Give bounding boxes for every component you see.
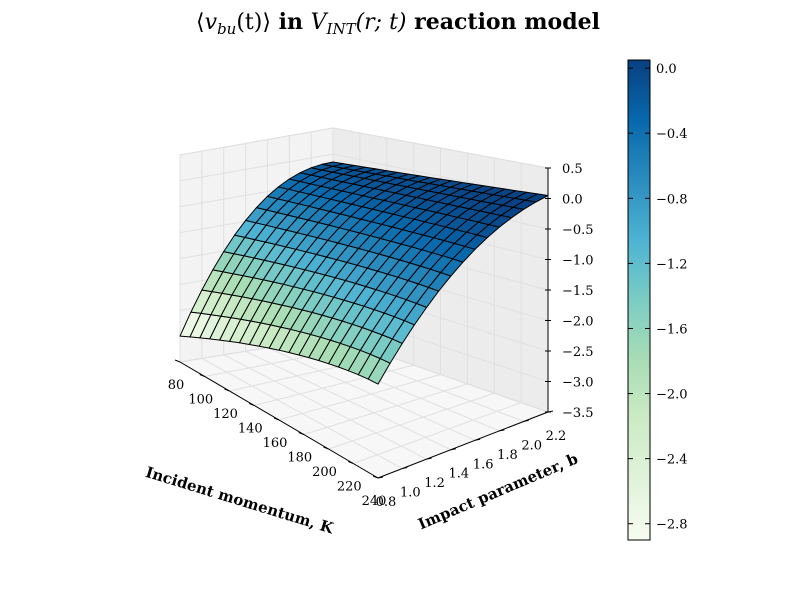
- floor-gridline-x: [254, 364, 414, 406]
- y-axis-line: [377, 411, 549, 479]
- floor-gridline-x: [328, 392, 495, 450]
- x-tick-label: 80: [168, 378, 185, 393]
- colorbar-tick-label: −2.8: [656, 518, 688, 533]
- colorbar-ticks: 0.0 −0.4 −0.8 −1.2 −1.6 −2.0 −2.4 −2.8: [628, 62, 688, 533]
- x-tick-mark: [298, 432, 304, 435]
- x-tick-mark: [273, 417, 280, 421]
- y-tick-label: 1.6: [473, 457, 494, 472]
- title-in: in: [271, 9, 311, 35]
- x-tick-label: 180: [287, 451, 312, 466]
- x-tick-label: 240: [362, 494, 387, 509]
- x-tick-mark: [323, 446, 329, 450]
- x-tick-mark: [372, 475, 379, 479]
- x-tick-mark: [174, 359, 181, 363]
- title-close-bracket: ⟩: [262, 10, 271, 35]
- title-v: v: [205, 10, 218, 35]
- z-axis-ticks: 0.5 0.0 −0.5 −1.0 −1.5 −2.0 −2.5 −3.0 −3.5: [545, 162, 594, 421]
- z-tick-label: 0.0: [562, 193, 583, 208]
- y-tick-mark: [475, 438, 481, 441]
- y-tick-label: 1.8: [497, 448, 518, 463]
- title-arg: (t): [236, 10, 262, 35]
- floor-gridline-y: [245, 350, 452, 451]
- y-tick-mark: [499, 429, 505, 432]
- y-tick-label: 1.4: [449, 467, 470, 482]
- title-tail: reaction model: [407, 9, 600, 35]
- y-tick-mark: [426, 457, 432, 460]
- chart-title: ⟨vbu(t)⟩ in VINT(r; t) reaction model: [196, 9, 600, 38]
- z-tick-label: 0.5: [562, 162, 583, 177]
- y-tick-label: 2.2: [546, 429, 567, 444]
- floor-gridline-x: [353, 402, 522, 464]
- y-tick-mark: [450, 448, 456, 451]
- x-tick-label: 100: [188, 393, 213, 408]
- x-axis-label: Incident momentum, K: [143, 463, 336, 538]
- colorbar-tick-label: 0.0: [656, 62, 677, 77]
- surface-mesh: [179, 161, 549, 385]
- y-tick-mark: [377, 476, 384, 479]
- x-tick-label: 200: [312, 465, 337, 480]
- y-axis-ticks: 0.81.01.2 1.41.61.82.0 2.2: [376, 410, 567, 510]
- title-V-sub: INT: [326, 20, 357, 38]
- y-tick-label: 1.0: [400, 486, 421, 501]
- floor-gridline-y: [267, 347, 476, 441]
- surface-patch: [321, 161, 345, 167]
- back-gridline-z: [332, 127, 549, 169]
- x-tick-label: 120: [213, 407, 238, 422]
- y-tick-label: 1.2: [424, 476, 445, 491]
- y-tick-label: 2.0: [521, 438, 542, 453]
- x-tick-mark: [249, 403, 255, 406]
- z-tick-label: −2.0: [562, 315, 594, 330]
- y-tick-label: 0.8: [376, 495, 397, 510]
- colorbar-tick-label: −2.0: [656, 388, 688, 403]
- colorbar-gradient: [627, 59, 651, 541]
- x-tick-label: 160: [263, 436, 288, 451]
- x-tick-label: 140: [238, 422, 263, 437]
- title-v-sub: bu: [217, 20, 236, 38]
- colorbar-tick-label: −1.2: [656, 257, 688, 272]
- z-tick-label: −3.0: [562, 376, 594, 391]
- colorbar-tick-label: −0.8: [656, 192, 688, 207]
- floor-gridline-y: [223, 354, 427, 460]
- colorbar-tick-label: −2.4: [656, 453, 688, 468]
- colorbar-tick-label: −1.6: [656, 322, 688, 337]
- x-tick-mark: [224, 388, 230, 392]
- x-tick-label: 220: [337, 480, 362, 495]
- title-V-arg: (r; t): [356, 10, 407, 35]
- floor-gridline-y: [201, 357, 403, 470]
- title-V: V: [311, 10, 329, 35]
- y-tick-mark: [402, 467, 408, 470]
- z-tick-label: −3.5: [562, 406, 594, 421]
- z-tick-label: −1.0: [562, 254, 594, 269]
- floor-gridline-x: [278, 374, 441, 421]
- x-tick-mark: [348, 461, 354, 464]
- title-open-bracket: ⟨: [196, 10, 205, 35]
- colorbar: 0.0 −0.4 −0.8 −1.2 −1.6 −2.0 −2.4 −2.8: [627, 59, 688, 541]
- z-tick-label: −1.5: [562, 284, 594, 299]
- colorbar-tick-label: −0.4: [656, 127, 688, 142]
- x-tick-mark: [199, 374, 205, 377]
- z-tick-label: −0.5: [562, 223, 594, 238]
- y-tick-mark: [523, 419, 529, 422]
- left-gridline-z: [179, 127, 334, 156]
- z-tick-label: −2.5: [562, 345, 594, 360]
- left-gridline-z: [179, 153, 334, 182]
- floor-gridline-x: [303, 383, 468, 435]
